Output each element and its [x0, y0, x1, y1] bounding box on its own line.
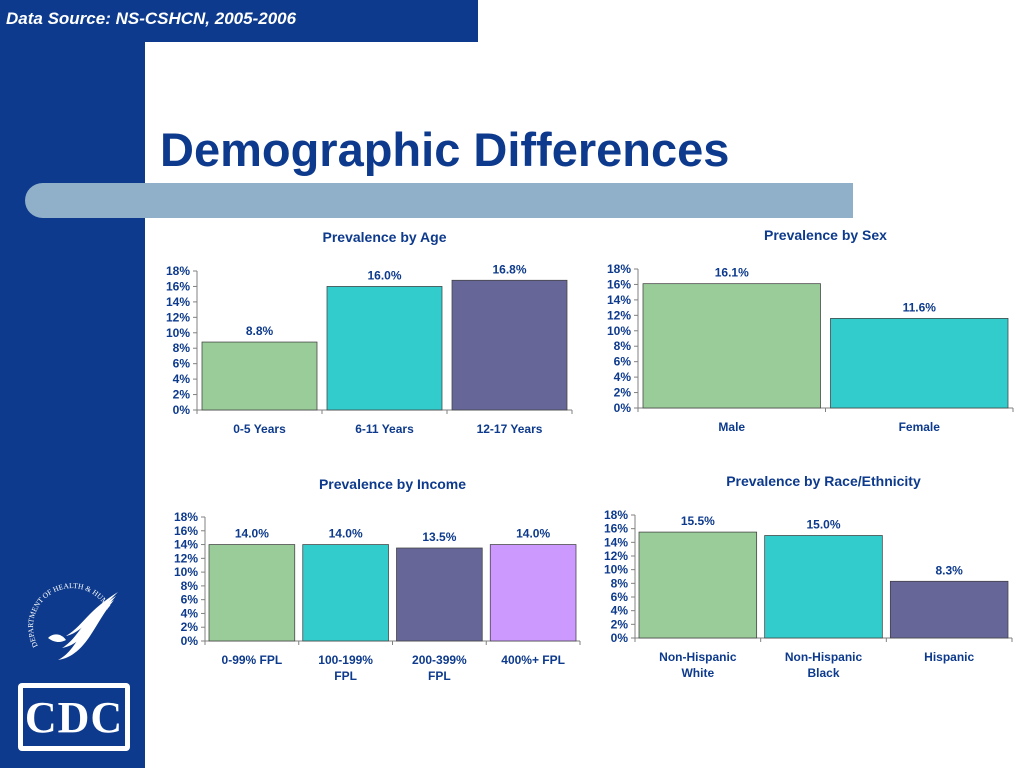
data-label: 14.0%	[329, 527, 363, 541]
y-tick-label: 18%	[166, 264, 190, 278]
y-tick-label: 12%	[166, 310, 190, 324]
y-tick-label: 8%	[173, 341, 191, 355]
y-tick-label: 0%	[173, 403, 191, 417]
data-label: 8.3%	[935, 563, 963, 577]
bar	[889, 580, 1009, 639]
y-tick-label: 8%	[611, 576, 629, 590]
title-underline-bar	[25, 183, 853, 218]
chart-prevalence-by-sex: Prevalence by Sex0%2%4%6%8%10%12%14%16%1…	[607, 227, 1014, 434]
cdc-logo-text: CDC	[24, 692, 124, 742]
y-tick-label: 16%	[174, 524, 198, 538]
y-tick-label: 4%	[614, 370, 632, 384]
y-tick-label: 10%	[607, 324, 631, 338]
y-tick-label: 16%	[607, 277, 631, 291]
category-label: 0-99% FPL	[222, 653, 283, 667]
bar	[638, 531, 758, 639]
top-bar	[0, 0, 478, 42]
category-label: 12-17 Years	[477, 422, 543, 436]
y-tick-label: 6%	[181, 593, 199, 607]
bar	[764, 535, 883, 639]
y-tick-label: 10%	[166, 326, 190, 340]
y-tick-label: 0%	[611, 631, 629, 645]
y-tick-label: 2%	[614, 386, 632, 400]
category-label: 200-399% FPL	[412, 653, 467, 683]
y-tick-label: 14%	[604, 535, 628, 549]
y-tick-label: 14%	[174, 538, 198, 552]
y-tick-label: 12%	[604, 549, 628, 563]
y-tick-label: 2%	[611, 617, 629, 631]
y-tick-label: 8%	[614, 339, 632, 353]
y-tick-label: 6%	[614, 355, 632, 369]
category-label: 400%+ FPL	[501, 653, 565, 667]
y-tick-label: 18%	[607, 262, 631, 276]
bar	[208, 544, 296, 642]
y-tick-label: 10%	[174, 565, 198, 579]
y-tick-label: 4%	[181, 606, 199, 620]
category-label: Female	[899, 420, 941, 434]
chart-prevalence-by-race-ethnicity: Prevalence by Race/Ethnicity 0%2%4%6%8%10…	[604, 473, 1013, 680]
hhs-eagle-icon: DEPARTMENT OF HEALTH & HUMAN SERVICES · …	[18, 568, 118, 660]
y-tick-label: 14%	[607, 293, 631, 307]
y-tick-label: 12%	[607, 308, 631, 322]
category-label: 100-199% FPL	[318, 653, 373, 683]
y-tick-label: 4%	[173, 372, 191, 386]
category-label: Hispanic	[924, 650, 974, 664]
y-tick-label: 12%	[174, 551, 198, 565]
bar	[396, 547, 483, 642]
cdc-logo: CDC	[18, 683, 130, 751]
data-label: 15.5%	[681, 514, 715, 528]
bar	[302, 544, 389, 642]
data-source-label: Data Source: NS-CSHCN, 2005-2006	[6, 9, 297, 28]
y-tick-label: 2%	[181, 620, 199, 634]
bar	[326, 286, 443, 411]
y-tick-label: 2%	[173, 388, 191, 402]
chart-title: Prevalence by Race/Ethnicity	[726, 473, 921, 489]
y-tick-label: 14%	[166, 295, 190, 309]
chart-title: Prevalence by Sex	[764, 227, 887, 243]
category-label: 6-11 Years	[355, 422, 414, 436]
y-tick-label: 0%	[614, 401, 632, 415]
y-tick-label: 6%	[611, 590, 629, 604]
y-tick-label: 6%	[173, 357, 191, 371]
category-label: Male	[718, 420, 745, 434]
chart-title: Prevalence by Age	[323, 229, 447, 245]
chart-title: Prevalence by Income	[319, 476, 466, 492]
y-tick-label: 16%	[166, 279, 190, 293]
bar	[201, 341, 318, 411]
category-label: Non-Hispanic White	[659, 650, 737, 680]
y-tick-label: 4%	[611, 604, 629, 618]
data-label: 16.8%	[492, 262, 526, 276]
category-label: 0-5 Years	[233, 422, 286, 436]
bar	[830, 318, 1009, 409]
data-label: 15.0%	[806, 518, 840, 532]
y-tick-label: 18%	[604, 508, 628, 522]
y-tick-label: 8%	[181, 579, 199, 593]
data-label: 14.0%	[235, 527, 269, 541]
chart-prevalence-by-income: Prevalence by Income0%2%4%6%8%10%12%14%1…	[174, 476, 581, 683]
data-label: 13.5%	[422, 530, 456, 544]
bar	[489, 544, 577, 642]
data-label: 16.0%	[367, 268, 401, 282]
bar	[642, 283, 821, 409]
y-tick-label: 0%	[181, 634, 199, 648]
category-label: Non-Hispanic Black	[785, 650, 863, 680]
data-label: 8.8%	[246, 324, 274, 338]
page-title: Demographic Differences	[160, 123, 730, 176]
y-tick-label: 16%	[604, 522, 628, 536]
y-tick-label: 10%	[604, 563, 628, 577]
y-tick-label: 18%	[174, 510, 198, 524]
data-label: 16.1%	[715, 266, 749, 280]
data-label: 14.0%	[516, 527, 550, 541]
data-label: 11.6%	[903, 300, 937, 314]
bar	[451, 279, 568, 411]
chart-prevalence-by-age: Prevalence by Age0%2%4%6%8%10%12%14%16%1…	[166, 229, 573, 436]
